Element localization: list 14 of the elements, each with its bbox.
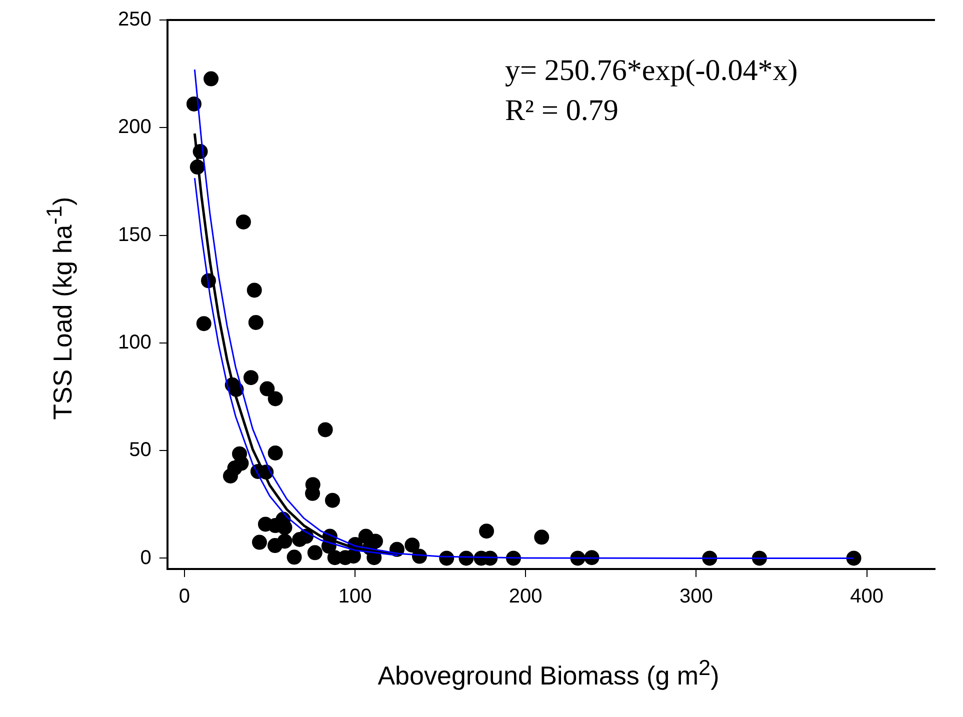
x-tick-label: 400 xyxy=(850,586,884,608)
x-tick-label: 100 xyxy=(338,586,372,608)
annotation: y= 250.76*exp(-0.04*x) xyxy=(505,54,798,87)
y-tick-label: 200 xyxy=(118,116,152,138)
x-axis-title: Aboveground Biomass (g m$^{2}$) xyxy=(376,655,720,692)
y-tick-label: 150 xyxy=(118,224,152,246)
y-tick-label: 250 xyxy=(118,8,152,31)
y-tick-label: 100 xyxy=(118,331,152,354)
x-tick-label: 0 xyxy=(178,586,190,608)
y-tick-label: 0 xyxy=(140,546,152,569)
y-tick-label: 50 xyxy=(129,439,152,462)
x-tick-label: 200 xyxy=(508,586,542,608)
x-tick-label: 300 xyxy=(679,586,713,608)
annotation: R² = 0.79 xyxy=(505,94,618,127)
